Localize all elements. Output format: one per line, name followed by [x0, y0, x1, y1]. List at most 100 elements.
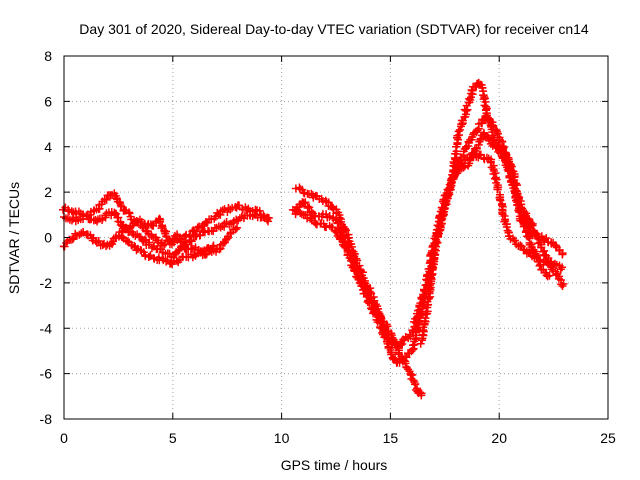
data-point [263, 215, 272, 224]
data-point [355, 261, 364, 270]
data-point [107, 238, 116, 247]
data-point [216, 223, 225, 232]
data-point [531, 249, 540, 258]
data-point [514, 206, 523, 215]
data-point [101, 213, 110, 222]
data-point [473, 126, 482, 135]
data-point [551, 241, 560, 250]
data-point [542, 234, 551, 243]
data-point [129, 219, 138, 228]
data-point [493, 185, 502, 194]
data-point [68, 235, 77, 244]
data-point [463, 105, 472, 114]
data-point [123, 237, 132, 246]
data-point [547, 239, 556, 248]
data-point [416, 339, 425, 348]
data-point [209, 241, 218, 250]
y-tick-label: -8 [40, 411, 53, 427]
data-point [417, 391, 426, 400]
series-track-g [291, 183, 426, 400]
data-point [64, 205, 73, 214]
y-tick-label: 2 [44, 184, 52, 200]
data-point [483, 132, 492, 141]
y-axis-label: SDTVAR / TECUs [6, 182, 22, 294]
data-point [233, 223, 242, 232]
data-point [411, 322, 420, 331]
data-point [496, 195, 505, 204]
data-point [528, 221, 537, 230]
data-point [425, 281, 434, 290]
data-point [482, 153, 491, 162]
data-point [558, 249, 567, 258]
data-point [416, 299, 425, 308]
data-point [218, 206, 227, 215]
y-axis-ticks: -8 -6 -4 -2 0 2 4 6 8 [40, 48, 608, 427]
data-point [465, 94, 474, 103]
x-tick-label: 15 [383, 430, 399, 446]
chart-title: Day 301 of 2020, Sidereal Day-to-day VTE… [79, 21, 589, 37]
data-point [391, 339, 400, 348]
y-tick-label: -4 [40, 320, 53, 336]
data-point [306, 214, 315, 223]
data-point [255, 206, 264, 215]
data-point [468, 86, 477, 95]
data-point [497, 152, 506, 161]
data-points [59, 78, 568, 400]
y-tick-label: 6 [44, 93, 52, 109]
data-point [521, 228, 530, 237]
series-track-d [115, 214, 218, 256]
data-point [419, 290, 428, 299]
data-point [301, 198, 310, 207]
data-point [479, 128, 488, 137]
data-point [505, 173, 514, 182]
data-point [558, 263, 567, 272]
data-point [335, 213, 344, 222]
data-point [204, 243, 213, 252]
data-point [156, 217, 165, 226]
data-point [559, 279, 568, 288]
data-point [264, 217, 273, 226]
data-point [406, 369, 415, 378]
data-point [512, 196, 521, 205]
data-point [503, 165, 512, 174]
data-point [536, 260, 545, 269]
data-point [215, 245, 224, 254]
data-point [498, 210, 507, 219]
y-tick-label: 4 [44, 139, 52, 155]
data-point [502, 223, 511, 232]
data-point [408, 370, 417, 379]
y-tick-label: -6 [40, 366, 53, 382]
x-tick-label: 5 [169, 430, 177, 446]
data-point [491, 142, 500, 151]
data-point [218, 239, 227, 248]
data-point [140, 235, 149, 244]
data-point [524, 232, 533, 241]
data-point [510, 236, 519, 245]
data-point [340, 224, 349, 233]
data-point [476, 135, 485, 144]
data-point [158, 222, 167, 231]
y-tick-label: 0 [44, 230, 52, 246]
data-point [382, 320, 391, 329]
data-point [94, 236, 103, 245]
data-point [545, 271, 554, 280]
x-tick-label: 20 [491, 430, 507, 446]
data-point [131, 231, 140, 240]
data-point [455, 125, 464, 134]
data-point [437, 203, 446, 212]
data-point [445, 184, 454, 193]
series-track-h [416, 78, 568, 348]
data-point [439, 195, 448, 204]
data-point [409, 376, 418, 385]
data-point [413, 306, 422, 315]
data-point [187, 237, 196, 246]
data-point [102, 195, 111, 204]
data-point [336, 228, 345, 237]
series-track-c [59, 223, 242, 269]
data-point [189, 244, 198, 253]
x-axis-label: GPS time / hours [281, 457, 388, 473]
data-point [516, 241, 525, 250]
y-tick-label: -2 [40, 275, 53, 291]
